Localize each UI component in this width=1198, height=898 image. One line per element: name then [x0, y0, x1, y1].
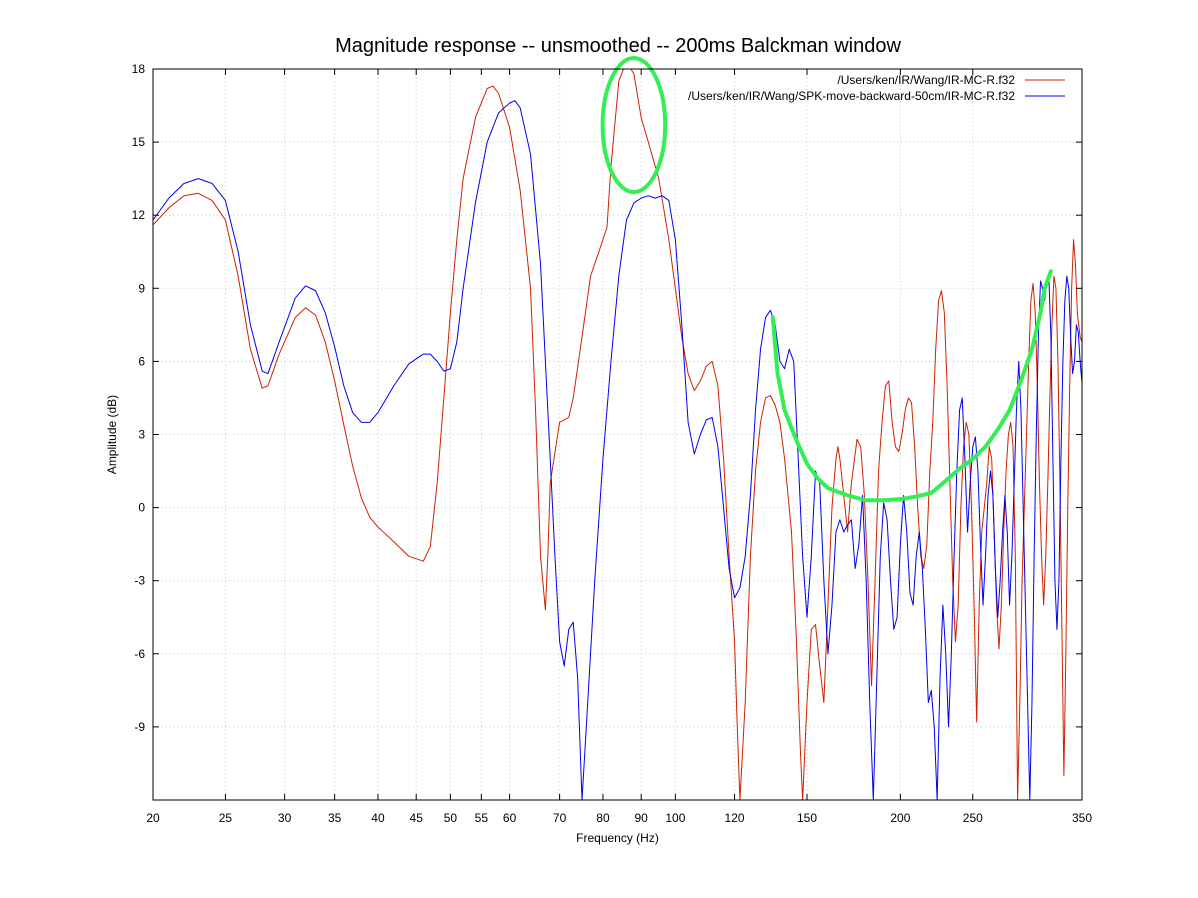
y-tick-label: 6 [138, 354, 145, 368]
y-tick-label: 3 [138, 428, 145, 442]
y-tick-label: -6 [134, 647, 145, 661]
y-tick-label: -3 [134, 574, 145, 588]
x-tick-label: 20 [146, 811, 160, 825]
y-tick-label: 0 [138, 501, 145, 515]
series-layer [153, 69, 1082, 800]
x-tick-label: 250 [963, 811, 983, 825]
y-tick-label: 15 [132, 135, 146, 149]
x-tick-label: 45 [410, 811, 424, 825]
x-tick-label: 350 [1072, 811, 1092, 825]
x-tick-label: 25 [219, 811, 233, 825]
annotation-layer [600, 56, 1053, 503]
series-line-2 [153, 100, 1082, 800]
y-tick-label: 12 [132, 208, 146, 222]
legend-label-2: /Users/ken/IR/Wang/SPK-move-backward-50c… [688, 89, 1015, 103]
x-tick-label: 30 [278, 811, 292, 825]
tick-layer: 20 25 30 35 40 45 50 55 60 70 80 90 100 120 150 200 250 3… [132, 62, 1093, 825]
x-tick-label: 50 [444, 811, 458, 825]
x-tick-label: 100 [665, 811, 685, 825]
legend-label-1: /Users/ken/IR/Wang/IR-MC-R.f32 [837, 73, 1015, 87]
legend: /Users/ken/IR/Wang/IR-MC-R.f32/Users/ken… [688, 73, 1065, 103]
x-tick-label: 120 [725, 811, 745, 825]
x-tick-label: 70 [553, 811, 567, 825]
grid [153, 69, 1082, 800]
y-axis-label: Amplitude (dB) [105, 395, 119, 474]
x-tick-label: 80 [596, 811, 610, 825]
x-tick-label: 35 [328, 811, 342, 825]
y-tick-label: -9 [134, 720, 145, 734]
chart-title: Magnitude response -- unsmoothed -- 200m… [335, 35, 901, 57]
y-tick-label: 18 [132, 62, 146, 76]
highlight-ellipse [600, 56, 668, 195]
highlight-curve [770, 269, 1053, 503]
x-tick-label: 55 [475, 811, 489, 825]
series-line-1 [153, 69, 1082, 800]
x-axis-label: Frequency (Hz) [576, 831, 659, 845]
x-tick-label: 40 [371, 811, 385, 825]
x-tick-label: 200 [890, 811, 910, 825]
x-tick-label: 60 [503, 811, 517, 825]
x-tick-label: 90 [635, 811, 649, 825]
y-tick-label: 9 [138, 281, 145, 295]
x-tick-label: 150 [797, 811, 817, 825]
